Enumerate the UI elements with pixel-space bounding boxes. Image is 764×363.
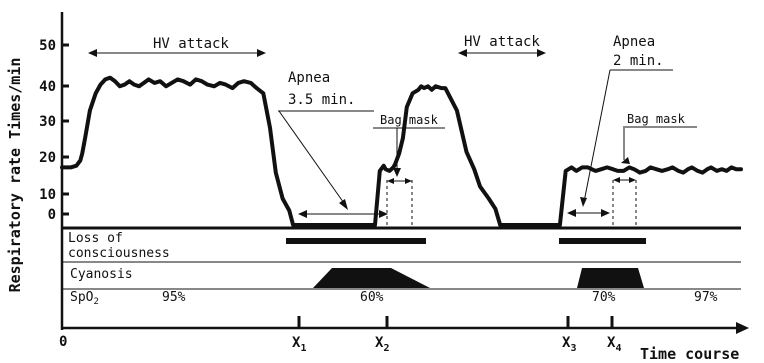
hv-attack-annotation-1: HV attack — [88, 36, 266, 57]
y-tick-label: 0 — [48, 207, 56, 223]
y-tick-label: 40 — [39, 79, 56, 95]
apnea-1-label-line1: Apnea — [288, 70, 330, 86]
spo2-value-3: 70% — [592, 290, 616, 305]
cyanosis-shape-2 — [577, 268, 644, 288]
spo2-value-4: 97% — [694, 290, 718, 305]
x4-label: X4 — [607, 335, 621, 354]
loss-of-consciousness-bar-1 — [286, 238, 426, 244]
apnea-annotation-1: Apnea 3.5 min. — [278, 70, 388, 218]
x1-label: X1 — [292, 335, 306, 354]
apnea-1-label-line2: 3.5 min. — [288, 92, 355, 108]
hv-attack-annotation-2: HV attack — [458, 34, 546, 57]
time-axis-arrowhead — [736, 322, 749, 334]
loss-of-consciousness-label-line1: Loss of — [68, 231, 123, 246]
loss-of-consciousness-row: Loss of consciousness — [68, 231, 646, 261]
y-tick-label: 50 — [39, 38, 56, 54]
spo2-row: SpO2 95% 60% 70% 97% — [70, 290, 718, 307]
bag-mask-annotation-2: Bag mask — [612, 112, 697, 228]
origin-label: 0 — [59, 334, 67, 350]
y-tick-label: 30 — [39, 114, 56, 130]
bag-mask-annotation-1: Bag mask — [373, 113, 445, 228]
cyanosis-shape-1 — [313, 268, 430, 288]
y-ticks: 0 10 20 30 40 50 — [39, 38, 69, 223]
spo2-value-2: 60% — [360, 290, 384, 305]
spo2-value-1: 95% — [162, 290, 186, 305]
x-markers: X1 X2 X3 X4 — [292, 316, 621, 354]
apnea-2-label-line2: 2 min. — [613, 53, 664, 69]
x3-label: X3 — [562, 335, 576, 354]
bag-mask-1-label: Bag mask — [380, 113, 439, 127]
y-tick-label: 20 — [39, 150, 56, 166]
x-axis-label: Time course — [640, 345, 739, 363]
apnea-2-label-line1: Apnea — [613, 34, 655, 50]
apnea-annotation-2: Apnea 2 min. — [567, 34, 673, 217]
respiratory-rate-curve — [60, 75, 743, 227]
bag-mask-2-label: Bag mask — [627, 112, 686, 126]
y-tick-label: 10 — [39, 187, 56, 203]
hv-attack-label-1: HV attack — [153, 36, 229, 52]
hv-attack-label-2: HV attack — [464, 34, 540, 50]
loss-of-consciousness-label-line2: consciousness — [68, 246, 170, 261]
cyanosis-row: Cyanosis — [70, 267, 644, 288]
x2-label: X2 — [375, 335, 389, 354]
cyanosis-label: Cyanosis — [70, 267, 133, 282]
loss-of-consciousness-bar-2 — [559, 238, 646, 244]
spo2-label: SpO2 — [70, 290, 99, 307]
y-axis-label: Respiratory rate Times/min — [6, 58, 24, 293]
